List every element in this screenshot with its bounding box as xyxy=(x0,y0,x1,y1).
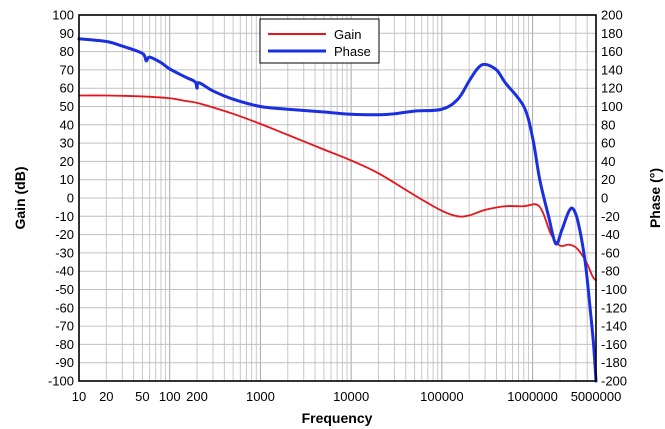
plot-frame xyxy=(78,14,597,382)
grid-layer xyxy=(78,14,597,382)
y-left-tick-label: -70 xyxy=(55,319,74,334)
y-left-tick-label: 70 xyxy=(60,62,74,77)
y-right-tick-label: -160 xyxy=(601,337,627,352)
y-left-tick-label: -30 xyxy=(55,245,74,260)
y-left-tick-label: -80 xyxy=(55,337,74,352)
y-right-tick-label: -180 xyxy=(601,355,627,370)
y-right-tick-label: -20 xyxy=(601,209,620,224)
y-axis-left-title: Gain (dB) xyxy=(12,167,28,230)
x-tick-label: 100 xyxy=(159,389,181,404)
y-left-tick-label: 60 xyxy=(60,81,74,96)
y-left-tick-label: -90 xyxy=(55,355,74,370)
y-right-tick-label: 100 xyxy=(601,99,623,114)
y-left-tick-label: -60 xyxy=(55,300,74,315)
y-right-tick-label: -100 xyxy=(601,282,627,297)
legend-label-gain: Gain xyxy=(334,27,361,42)
legend-box xyxy=(259,18,380,64)
x-tick-label: 1000000 xyxy=(507,389,558,404)
x-tick-label: 20 xyxy=(99,389,113,404)
y-left-tick-label: 20 xyxy=(60,154,74,169)
y-right-tick-label: 160 xyxy=(601,44,623,59)
x-tick-label: 200 xyxy=(186,389,208,404)
y-axis-right-title: Phase (°) xyxy=(647,168,663,228)
x-tick-label: 5000000 xyxy=(571,389,622,404)
y-left-tick-label: 80 xyxy=(60,44,74,59)
y-right-tick-label: -120 xyxy=(601,300,627,315)
legend-label-phase: Phase xyxy=(334,44,371,59)
y-right-tick-label: -200 xyxy=(601,374,627,389)
y-left-tick-label: 50 xyxy=(60,99,74,114)
y-right-tick-label: -140 xyxy=(601,319,627,334)
y-left-tick-label: -40 xyxy=(55,264,74,279)
x-tick-label: 100000 xyxy=(420,389,463,404)
y-left-tick-label: 40 xyxy=(60,117,74,132)
y-right-tick-label: -80 xyxy=(601,264,620,279)
x-tick-label: 10000 xyxy=(333,389,369,404)
x-tick-label: 10 xyxy=(72,389,86,404)
y-right-tick-label: 60 xyxy=(601,136,615,151)
y-right-tick-label: 180 xyxy=(601,26,623,41)
series-line-gain xyxy=(78,94,597,282)
x-tick-label: 1000 xyxy=(246,389,275,404)
y-right-tick-label: 80 xyxy=(601,117,615,132)
y-right-tick-label: 0 xyxy=(601,191,608,206)
y-left-tick-label: 100 xyxy=(52,8,74,23)
y-left-tick-label: 10 xyxy=(60,172,74,187)
y-left-tick-label: -10 xyxy=(55,209,74,224)
y-left-tick-label: -100 xyxy=(48,374,74,389)
y-left-tick-label: 90 xyxy=(60,26,74,41)
y-right-tick-label: 120 xyxy=(601,81,623,96)
y-right-tick-label: 40 xyxy=(601,154,615,169)
y-left-tick-label: -50 xyxy=(55,282,74,297)
x-tick-label: 50 xyxy=(135,389,149,404)
y-left-tick-label: 30 xyxy=(60,136,74,151)
x-axis-title: Frequency xyxy=(302,410,373,426)
y-left-tick-label: -20 xyxy=(55,227,74,242)
curve-layer xyxy=(77,37,598,383)
tick-label-layer: 1009080706050403020100-10-20-30-40-50-60… xyxy=(48,8,627,405)
y-right-tick-label: 200 xyxy=(601,8,623,23)
y-left-tick-label: 0 xyxy=(67,191,74,206)
y-right-tick-label: 20 xyxy=(601,172,615,187)
legend: Gain Phase xyxy=(259,18,380,64)
series-line-phase xyxy=(77,37,598,383)
y-right-tick-label: -60 xyxy=(601,245,620,260)
y-right-tick-label: -40 xyxy=(601,227,620,242)
y-right-tick-label: 140 xyxy=(601,62,623,77)
